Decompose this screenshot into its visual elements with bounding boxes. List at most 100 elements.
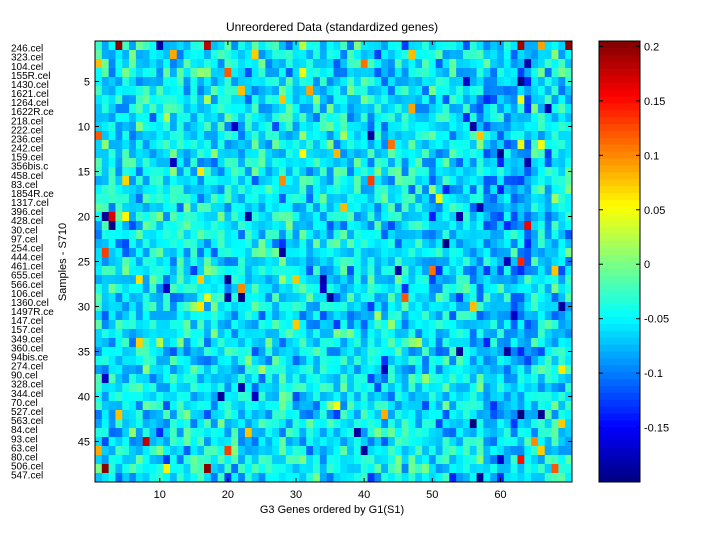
heatmap-cell: [95, 158, 103, 168]
heatmap-cell: [122, 59, 130, 69]
heatmap-cell: [551, 383, 559, 393]
heatmap-cell: [319, 95, 328, 105]
heatmap-cell: [251, 122, 259, 132]
heatmap-cell: [156, 302, 164, 312]
heatmap-cell: [285, 212, 293, 222]
heatmap-cell: [428, 194, 437, 204]
heatmap-cell: [258, 302, 266, 312]
heatmap-cell: [183, 50, 191, 60]
heatmap-cell: [510, 338, 518, 348]
heatmap-cell: [524, 185, 532, 195]
heatmap-cell: [544, 464, 552, 474]
heatmap-cell: [231, 176, 239, 186]
heatmap-cell: [435, 122, 443, 132]
heatmap-cell: [108, 77, 116, 87]
heatmap-cell: [306, 176, 314, 186]
heatmap-cell: [272, 347, 280, 357]
heatmap-cell: [353, 428, 362, 438]
heatmap-cell: [326, 455, 334, 465]
heatmap-cell: [408, 338, 416, 348]
heatmap-cell: [319, 131, 328, 141]
heatmap-cell: [265, 68, 273, 78]
heatmap-cell: [456, 203, 464, 213]
heatmap-cell: [101, 104, 109, 114]
heatmap-cell: [456, 104, 464, 114]
heatmap-cell: [551, 347, 559, 357]
heatmap-cell: [272, 437, 280, 447]
heatmap-cell: [462, 383, 471, 393]
heatmap-cell: [251, 59, 259, 69]
heatmap-cell: [306, 149, 314, 159]
heatmap-cell: [108, 95, 116, 105]
heatmap-cell: [490, 347, 498, 357]
heatmap-cell: [537, 338, 546, 348]
heatmap-cell: [428, 149, 437, 159]
heatmap-cell: [251, 158, 259, 168]
heatmap-cell: [244, 104, 253, 114]
heatmap-cell: [265, 266, 273, 276]
heatmap-cell: [353, 257, 362, 267]
heatmap-cell: [224, 167, 232, 177]
heatmap-cell: [163, 248, 171, 258]
heatmap-cell: [156, 257, 164, 267]
heatmap-cell: [333, 473, 341, 483]
heatmap-cell: [558, 158, 566, 168]
heatmap-cell: [374, 59, 382, 69]
heatmap-cell: [333, 194, 341, 204]
heatmap-cell: [251, 68, 259, 78]
heatmap-cell: [231, 464, 239, 474]
heatmap-cell: [169, 320, 178, 330]
heatmap-cell: [313, 275, 321, 285]
heatmap-cell: [210, 338, 218, 348]
heatmap-cell: [353, 50, 362, 60]
heatmap-cell: [183, 167, 191, 177]
heatmap-cell: [422, 68, 430, 78]
heatmap-cell: [129, 221, 137, 231]
heatmap-cell: [142, 437, 150, 447]
heatmap-cell: [544, 284, 552, 294]
heatmap-cell: [115, 122, 123, 132]
heatmap-cell: [217, 257, 225, 267]
heatmap-cell: [142, 311, 150, 321]
heatmap-cell: [176, 167, 184, 177]
heatmap-cell: [551, 185, 559, 195]
heatmap-cell: [142, 248, 150, 258]
heatmap-cell: [428, 356, 437, 366]
heatmap-cell: [217, 50, 225, 60]
colorbar-segment: [599, 130, 640, 138]
heatmap-cell: [176, 230, 184, 240]
heatmap-cell: [428, 95, 437, 105]
heatmap-cell: [122, 302, 130, 312]
heatmap-cell: [265, 221, 273, 231]
heatmap-cell: [517, 320, 525, 330]
heatmap-cell: [156, 131, 164, 141]
heatmap-cell: [176, 473, 184, 483]
heatmap-cell: [483, 464, 491, 474]
heatmap-cell: [476, 149, 484, 159]
heatmap-cell: [265, 419, 273, 429]
heatmap-cell: [353, 293, 362, 303]
heatmap-cell: [374, 257, 382, 267]
heatmap-cell: [319, 428, 328, 438]
heatmap-cell: [292, 167, 300, 177]
heatmap-cell: [394, 59, 402, 69]
heatmap-cell: [95, 464, 103, 474]
heatmap-cell: [353, 311, 362, 321]
heatmap-cell: [333, 455, 341, 465]
heatmap-cell: [306, 473, 314, 483]
heatmap-cell: [129, 284, 137, 294]
heatmap-cell: [95, 374, 103, 384]
heatmap-cell: [374, 95, 382, 105]
colorbar-segment: [599, 151, 640, 159]
sample-label: 106.cel: [11, 289, 43, 300]
heatmap-cell: [524, 194, 532, 204]
heatmap-cell: [497, 95, 505, 105]
heatmap-cell: [517, 392, 525, 402]
heatmap-cell: [367, 185, 375, 195]
heatmap-cell: [353, 365, 362, 375]
heatmap-cell: [531, 365, 539, 375]
heatmap-cell: [503, 374, 512, 384]
heatmap-cell: [108, 149, 116, 159]
heatmap-cell: [442, 50, 450, 60]
